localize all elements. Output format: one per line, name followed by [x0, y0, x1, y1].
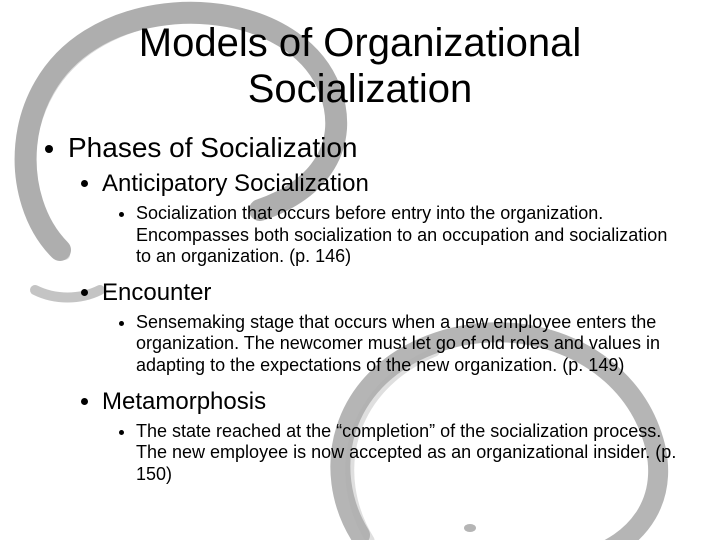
bullet-list-level1: Phases of Socialization Anticipatory Soc… — [40, 130, 680, 485]
bullet-l2-text: Metamorphosis — [102, 388, 266, 415]
bullet-list-level3: Socialization that occurs before entry i… — [102, 203, 680, 268]
slide-title: Models of Organizational Socialization — [40, 20, 680, 112]
bullet-l1-phases: Phases of Socialization Anticipatory Soc… — [68, 130, 680, 485]
bullet-l2-anticipatory: Anticipatory Socialization Socialization… — [102, 169, 680, 268]
bullet-l3-metamorphosis-desc: The state reached at the “completion” of… — [136, 421, 680, 486]
bullet-l2-encounter: Encounter Sensemaking stage that occurs … — [102, 278, 680, 377]
bullet-list-level3: Sensemaking stage that occurs when a new… — [102, 312, 680, 377]
bullet-l2-text: Encounter — [102, 279, 211, 306]
bullet-l2-text: Anticipatory Socialization — [102, 170, 369, 197]
bullet-list-level3: The state reached at the “completion” of… — [102, 421, 680, 486]
bullet-l3-encounter-desc: Sensemaking stage that occurs when a new… — [136, 312, 680, 377]
bullet-l1-text: Phases of Socialization — [68, 132, 358, 163]
bullet-l2-metamorphosis: Metamorphosis The state reached at the “… — [102, 387, 680, 486]
slide-content: Models of Organizational Socialization P… — [0, 0, 720, 515]
slide: Models of Organizational Socialization P… — [0, 0, 720, 540]
bullet-l3-anticipatory-desc: Socialization that occurs before entry i… — [136, 203, 680, 268]
bullet-list-level2: Anticipatory Socialization Socialization… — [68, 169, 680, 485]
